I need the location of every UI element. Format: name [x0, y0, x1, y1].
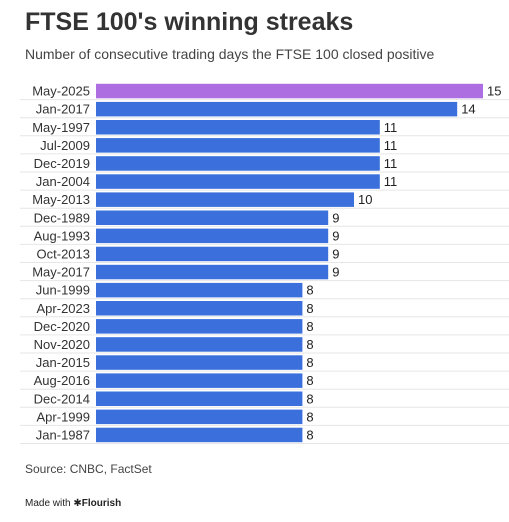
category-label: Aug-2016 — [34, 373, 90, 388]
category-label: May-2013 — [32, 192, 90, 207]
value-label: 15 — [487, 84, 501, 99]
category-label: Jul-2009 — [40, 138, 90, 153]
flourish-credit[interactable]: Made with ✱Flourish — [25, 498, 121, 509]
value-label: 11 — [384, 156, 398, 171]
value-label: 9 — [332, 210, 339, 225]
bar[interactable] — [96, 138, 380, 153]
bar-chart: May-2025 15 Jan-2017 14 May-1997 11 Jul-2009 11… — [20, 83, 509, 444]
bar[interactable] — [96, 319, 303, 334]
chart-subtitle: Number of consecutive trading days the F… — [25, 46, 435, 62]
bar[interactable] — [96, 120, 380, 135]
category-label: Aug-1993 — [34, 228, 90, 243]
value-label: 8 — [306, 355, 313, 370]
value-label: 11 — [384, 174, 398, 189]
bar[interactable] — [96, 355, 303, 370]
value-label: 8 — [306, 283, 313, 298]
bar[interactable] — [96, 228, 329, 244]
value-label: 10 — [358, 192, 372, 207]
bar[interactable] — [96, 301, 303, 316]
value-label: 8 — [306, 301, 313, 316]
category-label: Jan-1987 — [36, 427, 90, 442]
value-label: 9 — [332, 265, 339, 280]
bar[interactable] — [96, 246, 329, 262]
value-label: 9 — [332, 228, 339, 243]
category-label: Dec-2020 — [34, 319, 90, 334]
chart-title: FTSE 100's winning streaks — [25, 8, 354, 36]
value-label: 8 — [306, 319, 313, 334]
flourish-logo-icon: ✱ — [73, 498, 82, 509]
bar[interactable] — [96, 337, 303, 352]
value-label: 8 — [306, 373, 313, 388]
category-label: Nov-2020 — [34, 337, 90, 352]
bar[interactable] — [96, 192, 354, 207]
category-label: Jan-2015 — [36, 355, 90, 370]
flourish-brand: Flourish — [81, 498, 122, 509]
bar[interactable] — [96, 391, 303, 407]
made-with-label: Made with — [25, 498, 71, 509]
bar[interactable] — [96, 174, 380, 189]
category-label: Apr-1999 — [37, 409, 90, 424]
category-label: Jan-2017 — [36, 102, 90, 117]
source-note: Source: CNBC, FactSet — [25, 462, 152, 476]
value-label: 14 — [461, 102, 475, 117]
bar[interactable] — [96, 427, 303, 443]
bar[interactable] — [96, 264, 329, 280]
value-label: 8 — [306, 337, 313, 352]
category-label: May-1997 — [32, 120, 90, 135]
value-label: 8 — [306, 427, 313, 442]
category-label: May-2025 — [32, 84, 90, 99]
value-label: 8 — [306, 391, 313, 406]
value-label: 11 — [384, 120, 398, 135]
bar[interactable] — [96, 210, 329, 226]
category-label: Dec-2019 — [34, 156, 90, 171]
category-label: Dec-1989 — [34, 210, 90, 225]
bar[interactable] — [96, 282, 303, 298]
category-label: May-2017 — [32, 265, 90, 280]
value-label: 11 — [384, 138, 398, 153]
bar[interactable] — [96, 101, 458, 117]
category-label: Jun-1999 — [36, 283, 90, 298]
value-label: 9 — [332, 246, 339, 261]
bar[interactable] — [96, 409, 303, 425]
value-label: 8 — [306, 409, 313, 424]
category-label: Apr-2023 — [37, 301, 90, 316]
category-label: Dec-2014 — [34, 391, 90, 406]
category-label: Jan-2004 — [36, 174, 90, 189]
bar[interactable] — [96, 156, 380, 171]
bar[interactable] — [96, 83, 483, 99]
bar[interactable] — [96, 373, 303, 388]
category-label: Oct-2013 — [37, 246, 90, 261]
